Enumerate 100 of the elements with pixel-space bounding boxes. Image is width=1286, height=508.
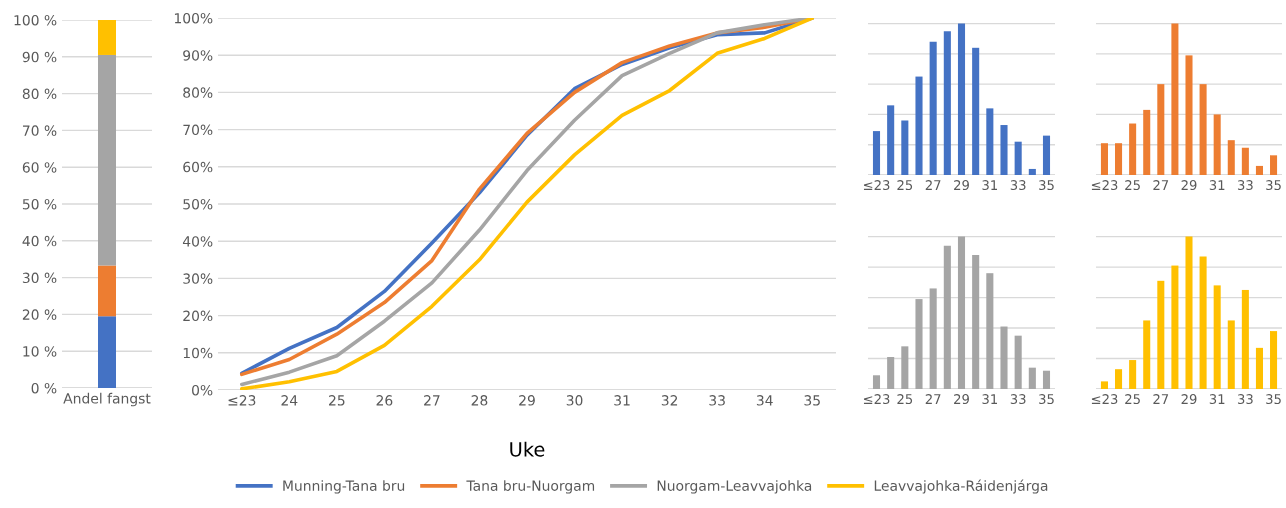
y-tick-label: 100% [174,12,213,24]
bar [929,288,937,389]
bar [872,131,881,175]
bar [1199,84,1207,175]
bar [887,357,895,389]
x-tick-label: 27 [925,394,941,404]
x-axis-title: Uke [510,441,545,457]
x-tick-label: 24 [281,395,298,406]
x-tick-label: 27 [424,395,440,406]
bar [929,41,937,175]
bar [1028,367,1036,389]
x-tick-label: 33 [1010,180,1026,191]
y-tick-label: 80 % [22,88,57,100]
y-tick-label: 50 % [22,198,57,210]
bar [1115,369,1123,389]
y-tick-label: 90 % [22,51,57,63]
y-tick-label: 60 % [22,162,57,173]
bar [1213,285,1221,389]
bar [1028,168,1036,175]
y-tick-label: 80% [183,87,213,98]
x-tick-label: 28 [471,395,488,406]
x-tick-label: 35 [1039,394,1054,405]
x-tick-label: 29 [1181,394,1197,405]
bar [1100,381,1108,389]
x-tick-label: 33 [1237,394,1253,405]
bar [1241,147,1249,175]
x-tick-label: ≤23 [1091,180,1118,191]
bar [1270,155,1278,175]
bar [98,54,116,266]
bar [1143,109,1151,175]
x-tick-label: 26 [376,395,393,406]
bar [901,120,909,175]
x-tick-label: 29 [1181,180,1197,191]
x-tick-label: 29 [954,180,969,191]
bar [1143,320,1151,389]
bar [1042,370,1051,389]
legend-label: Leavvajohka-Ráidenjárga [874,479,1048,494]
bar [1171,23,1179,175]
y-tick-label: 70% [183,124,213,136]
y-tick-label: 30 % [22,272,57,284]
x-tick-label: 27 [1153,394,1169,404]
legend-label: Munning-Tana bru [283,480,405,494]
x-tick-label: 33 [1237,180,1253,191]
legend-label: Nuorgam-Leavvajohka [657,480,812,494]
bar [1270,331,1278,389]
bar [915,76,923,175]
bar [1042,135,1051,175]
bar [1213,114,1221,175]
x-tick-label: 32 [661,395,678,406]
bar [98,316,116,388]
x-tick-label: Andel fangst [63,392,151,407]
x-tick-label: ≤23 [863,180,890,191]
y-tick-label: 0% [192,384,213,396]
y-tick-label: 20 % [22,309,57,320]
x-tick-label: 31 [614,395,630,406]
x-tick-label: 30 [566,395,583,406]
x-tick-label: 27 [925,180,941,190]
x-tick-label: 33 [709,395,725,406]
bar [986,273,994,389]
y-tick-label: 60% [183,161,213,173]
y-tick-label: 70 % [22,125,57,136]
bar [1157,84,1165,175]
bar [1129,360,1137,389]
bar [1014,335,1022,389]
bar [98,20,116,55]
y-tick-label: 30% [183,273,213,284]
x-tick-label: 35 [804,395,820,406]
bar [986,108,994,175]
bar [1100,143,1108,175]
x-tick-label: 34 [756,395,773,406]
x-tick-label: ≤23 [863,394,890,405]
legend-label: Tana bru-Nuorgam [466,480,595,494]
x-tick-label: 25 [1125,180,1140,191]
bar [98,265,116,317]
x-tick-label: 35 [1266,180,1281,191]
y-tick-label: 10% [183,347,213,359]
y-tick-label: 20% [183,310,213,322]
bar [943,31,951,175]
bar [1241,289,1249,389]
x-tick-label: 27 [1153,180,1169,190]
x-tick-label: 25 [329,395,345,406]
x-tick-label: 31 [1209,180,1225,191]
bar [1185,55,1193,175]
y-tick-label: 100 % [14,14,57,26]
x-tick-label: ≤23 [1091,394,1118,405]
x-tick-label: 25 [897,180,913,191]
y-tick-label: 50% [183,198,213,210]
y-tick-label: 0 % [31,382,57,394]
bar [1014,141,1022,175]
bar [972,254,980,389]
x-tick-label: 31 [982,180,998,191]
bar [1157,280,1165,389]
bar [957,236,966,389]
bar [1115,143,1123,175]
y-tick-label: 10 % [23,346,57,357]
bar [1129,123,1137,175]
x-tick-label: 29 [519,395,535,406]
x-tick-label: 33 [1010,394,1026,405]
x-tick-label: 25 [897,394,913,405]
bar [1255,165,1263,175]
